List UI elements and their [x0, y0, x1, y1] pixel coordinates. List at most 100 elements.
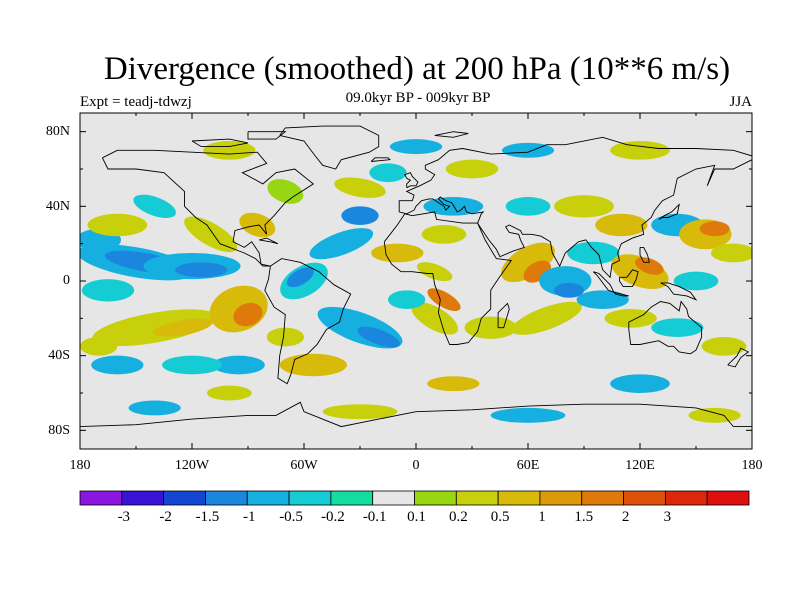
colorbar-swatch	[205, 490, 248, 506]
contour-patch	[421, 225, 467, 244]
coastline	[613, 291, 629, 297]
contour-patch	[203, 141, 256, 160]
contour-patch	[416, 262, 453, 282]
coastline	[434, 131, 469, 138]
coastline	[658, 203, 680, 220]
contour-patch	[388, 290, 426, 309]
colorbar-label: -1.5	[195, 509, 220, 525]
colorbar-label: -0.5	[279, 509, 303, 525]
contour-patch	[371, 243, 424, 263]
lon-label-180w: 180	[69, 458, 91, 473]
contour-patch	[389, 139, 443, 155]
contour-patch	[554, 195, 614, 218]
coastline	[264, 258, 352, 385]
contour-patch	[369, 163, 407, 183]
colorbar-swatch	[664, 490, 708, 506]
contour-patch	[206, 385, 252, 401]
season-label: JJA	[729, 94, 752, 110]
colorbar-swatch	[163, 490, 206, 506]
coastline	[191, 138, 249, 148]
contour-patch	[309, 228, 374, 260]
contour-patch	[266, 327, 305, 347]
coastline	[101, 149, 315, 267]
lat-label-40s: 40S	[48, 348, 70, 363]
colorbar-swatch	[497, 490, 541, 506]
contour-patch	[427, 376, 480, 392]
contour-patch	[133, 194, 176, 218]
colorbar-swatch	[581, 490, 624, 506]
contour-patch	[175, 262, 228, 278]
coastline	[370, 157, 391, 162]
contour-patch	[153, 318, 213, 337]
page-title: Divergence (smoothed) at 200 hPa (10**6 …	[103, 51, 731, 87]
coastline	[383, 211, 512, 345]
contour-patch	[341, 206, 379, 226]
colorbar-label: -3	[117, 509, 131, 525]
contour-patch	[673, 271, 719, 291]
coastline	[279, 125, 380, 170]
contour-patch	[445, 159, 499, 179]
contour-patch	[423, 197, 484, 216]
colorbar-swatch	[372, 490, 415, 506]
colorbar-swatch	[121, 490, 165, 506]
contour-patch	[604, 309, 657, 328]
lon-label-0: 0	[412, 458, 420, 473]
coastline	[247, 131, 287, 140]
lat-label-eq: 0	[63, 273, 70, 288]
contour-patch	[162, 355, 222, 375]
colorbar-label: 1.5	[574, 509, 594, 525]
colorbar-label: 0.5	[490, 509, 510, 525]
colorbar-swatch	[539, 490, 583, 506]
colorbar-label: -1	[243, 509, 256, 525]
colorbar-swatch	[623, 490, 666, 506]
colorbar-swatch	[455, 490, 499, 506]
contour-patch	[635, 257, 664, 275]
colorbar-label: -2	[159, 509, 172, 525]
contour-patch	[128, 400, 181, 416]
contour-patch	[651, 318, 704, 337]
colorbar-swatch	[706, 490, 750, 506]
contour-patch	[286, 267, 314, 288]
colorbar-swatch	[246, 490, 290, 506]
lat-label-80s: 80S	[48, 423, 70, 438]
contour-patch	[464, 316, 517, 339]
contour-patch	[279, 353, 347, 377]
divergence-field	[80, 125, 752, 428]
colorbar-swatch	[414, 490, 457, 506]
lat-label-40n: 40N	[45, 199, 70, 214]
contour-patch	[427, 288, 461, 312]
coastline	[619, 269, 639, 288]
colorbar-label: 0.2	[448, 509, 468, 525]
colorbar-label: 0.1	[407, 509, 426, 525]
colorbar-swatch	[288, 490, 332, 506]
contour-patch	[501, 242, 555, 283]
lon-label-180e: 180	[741, 458, 763, 473]
contour-patch	[233, 302, 263, 327]
contour-patch	[699, 221, 730, 237]
contour-patch	[267, 179, 304, 204]
contour-patch	[91, 355, 144, 375]
colorbar-swatch	[79, 490, 123, 506]
contour-patch	[322, 404, 398, 420]
experiment-label: Expt = teadj-tdwzj	[80, 94, 192, 110]
contour-patch	[92, 309, 218, 347]
contour-patch	[710, 243, 752, 263]
colorbar-label: -0.1	[362, 509, 387, 525]
contour-patch	[701, 337, 747, 356]
coastline	[259, 237, 279, 245]
lon-label-60w: 60W	[290, 458, 318, 473]
contour-patch	[554, 282, 584, 298]
contour-patch	[610, 374, 670, 393]
contour-patch	[576, 290, 629, 309]
contour-patch	[357, 326, 400, 348]
colorbar-label: 2	[621, 509, 630, 525]
contour-patch	[490, 407, 566, 423]
contour-patch	[411, 302, 458, 335]
lon-label-120e: 120E	[625, 458, 655, 473]
contour-patch	[184, 216, 238, 253]
colorbar-swatch	[330, 490, 374, 506]
contour-patch	[334, 177, 386, 198]
contour-patch	[511, 301, 582, 335]
lon-label-60e: 60E	[516, 458, 540, 473]
